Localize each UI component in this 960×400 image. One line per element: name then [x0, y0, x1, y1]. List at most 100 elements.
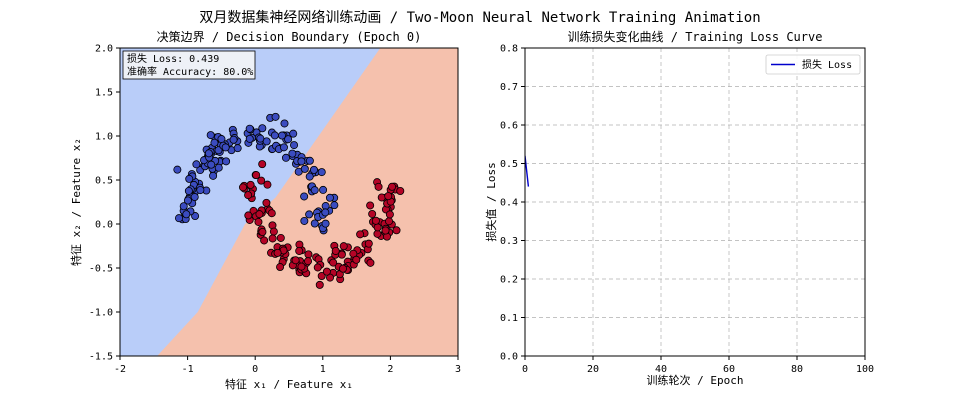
point-class-1: [388, 182, 397, 191]
x-tick-label: -1: [182, 364, 194, 375]
figure-title: 双月数据集神经网络训练动画 / Two-Moon Neural Network …: [199, 9, 760, 26]
point-class-1: [244, 191, 253, 200]
y-tick-label: 0.6: [500, 121, 518, 132]
point-class-1: [385, 210, 394, 219]
point-class-0: [297, 157, 306, 166]
point-class-0: [210, 138, 219, 147]
point-class-0: [204, 149, 213, 158]
point-class-0: [214, 163, 223, 172]
point-class-1: [396, 186, 405, 195]
y-tick-label: -0.5: [89, 264, 113, 275]
point-class-1: [276, 233, 285, 242]
point-class-1: [255, 210, 264, 219]
point-class-0: [321, 208, 330, 217]
point-class-1: [252, 171, 261, 180]
point-class-0: [277, 131, 286, 140]
left-x-axis-label: 特征 x₁ / Feature x₁: [225, 377, 353, 391]
point-class-0: [229, 135, 238, 144]
legend-box: [765, 54, 861, 75]
x-tick-label: 80: [791, 364, 803, 375]
y-tick-label: 0.3: [500, 236, 518, 247]
y-tick-label: 0.0: [500, 352, 518, 363]
x-tick-label: 3: [455, 364, 461, 375]
right-x-axis-label: 训练轮次 / Epoch: [647, 373, 744, 387]
point-class-0: [207, 160, 216, 169]
point-class-1: [364, 239, 373, 248]
right-y-ticks: 0.0 0.1 0.2 0.3 0.4 0.5 0.6 0.7 0.8: [500, 44, 525, 363]
y-tick-label: 0.4: [500, 198, 518, 209]
point-class-1: [337, 250, 346, 259]
point-class-0: [280, 119, 289, 128]
x-tick-label: 1: [320, 364, 326, 375]
point-class-1: [244, 211, 253, 220]
point-class-0: [258, 124, 267, 133]
loss-grid: [525, 48, 865, 356]
point-class-1: [368, 209, 377, 218]
decision-boundary-panel: -2 -1 0 1 2 3 -1.5 -1.0 -0.5 0.0 0.5 1.0 1.5 2.0 决策边…: [69, 30, 461, 391]
point-class-1: [338, 264, 347, 273]
point-class-1: [304, 250, 313, 259]
point-class-1: [356, 230, 365, 239]
left-y-axis-label: 特征 x₂ / Feature x₂: [69, 138, 83, 266]
point-class-1: [315, 280, 324, 289]
point-class-0: [290, 141, 299, 150]
loss-annotation: 损失 Loss: 0.439: [127, 52, 219, 65]
point-class-1: [263, 180, 272, 189]
point-class-1: [258, 227, 267, 236]
x-tick-label: 20: [587, 364, 599, 375]
point-class-0: [183, 196, 192, 205]
point-class-1: [352, 255, 361, 264]
point-class-0: [209, 171, 218, 180]
point-class-0: [196, 186, 205, 195]
y-tick-label: 0.7: [500, 82, 518, 93]
point-class-1: [366, 258, 375, 267]
point-class-1: [384, 192, 393, 201]
point-class-0: [245, 124, 254, 133]
point-class-0: [222, 157, 231, 166]
point-class-1: [322, 267, 331, 276]
point-class-0: [191, 212, 200, 221]
point-class-1: [257, 176, 266, 185]
loss-curve-panel: 0 20 40 60 80 100 0.0 0.1 0.2 0.3 0.4 0.5 0.6 0.7 0.8…: [484, 29, 874, 387]
point-class-1: [239, 183, 248, 192]
point-class-0: [310, 219, 319, 228]
y-tick-label: -1.0: [89, 308, 113, 319]
decision-regions: [120, 48, 458, 356]
point-class-0: [179, 202, 188, 211]
point-class-0: [173, 165, 182, 174]
y-tick-label: 0.0: [95, 220, 113, 231]
point-class-1: [304, 257, 313, 266]
y-tick-label: 0.8: [500, 44, 518, 55]
point-class-0: [185, 174, 194, 183]
loss-series: [525, 155, 530, 187]
scatter-points: [173, 112, 405, 289]
point-class-1: [377, 193, 386, 202]
point-class-0: [300, 164, 309, 173]
x-tick-label: 100: [856, 364, 874, 375]
metrics-annotation-box: [122, 50, 256, 80]
left-x-ticks: -2 -1 0 1 2 3: [114, 356, 461, 375]
point-class-0: [309, 165, 318, 174]
point-class-0: [300, 192, 309, 201]
left-chart-title: 决策边界 / Decision Boundary (Epoch 0): [157, 30, 422, 44]
point-class-1: [374, 182, 383, 191]
right-y-axis-label: 损失值 / Loss: [484, 162, 498, 241]
legend-label: 损失 Loss: [802, 58, 852, 71]
point-class-1: [392, 226, 401, 235]
point-class-0: [300, 216, 309, 225]
point-class-0: [330, 201, 339, 210]
point-class-0: [281, 153, 290, 162]
right-chart-title: 训练损失变化曲线 / Training Loss Curve: [568, 29, 823, 44]
point-class-1: [246, 180, 255, 189]
point-class-0: [256, 134, 265, 143]
y-tick-label: 1.5: [95, 88, 113, 99]
point-class-1: [297, 262, 306, 271]
point-class-1: [295, 246, 304, 255]
point-class-1: [268, 234, 277, 243]
point-class-0: [184, 186, 193, 195]
right-x-ticks: 0 20 40 60 80 100: [522, 356, 874, 375]
point-class-0: [271, 112, 280, 121]
point-class-1: [339, 242, 348, 251]
point-class-0: [217, 135, 226, 144]
point-class-1: [381, 226, 390, 235]
